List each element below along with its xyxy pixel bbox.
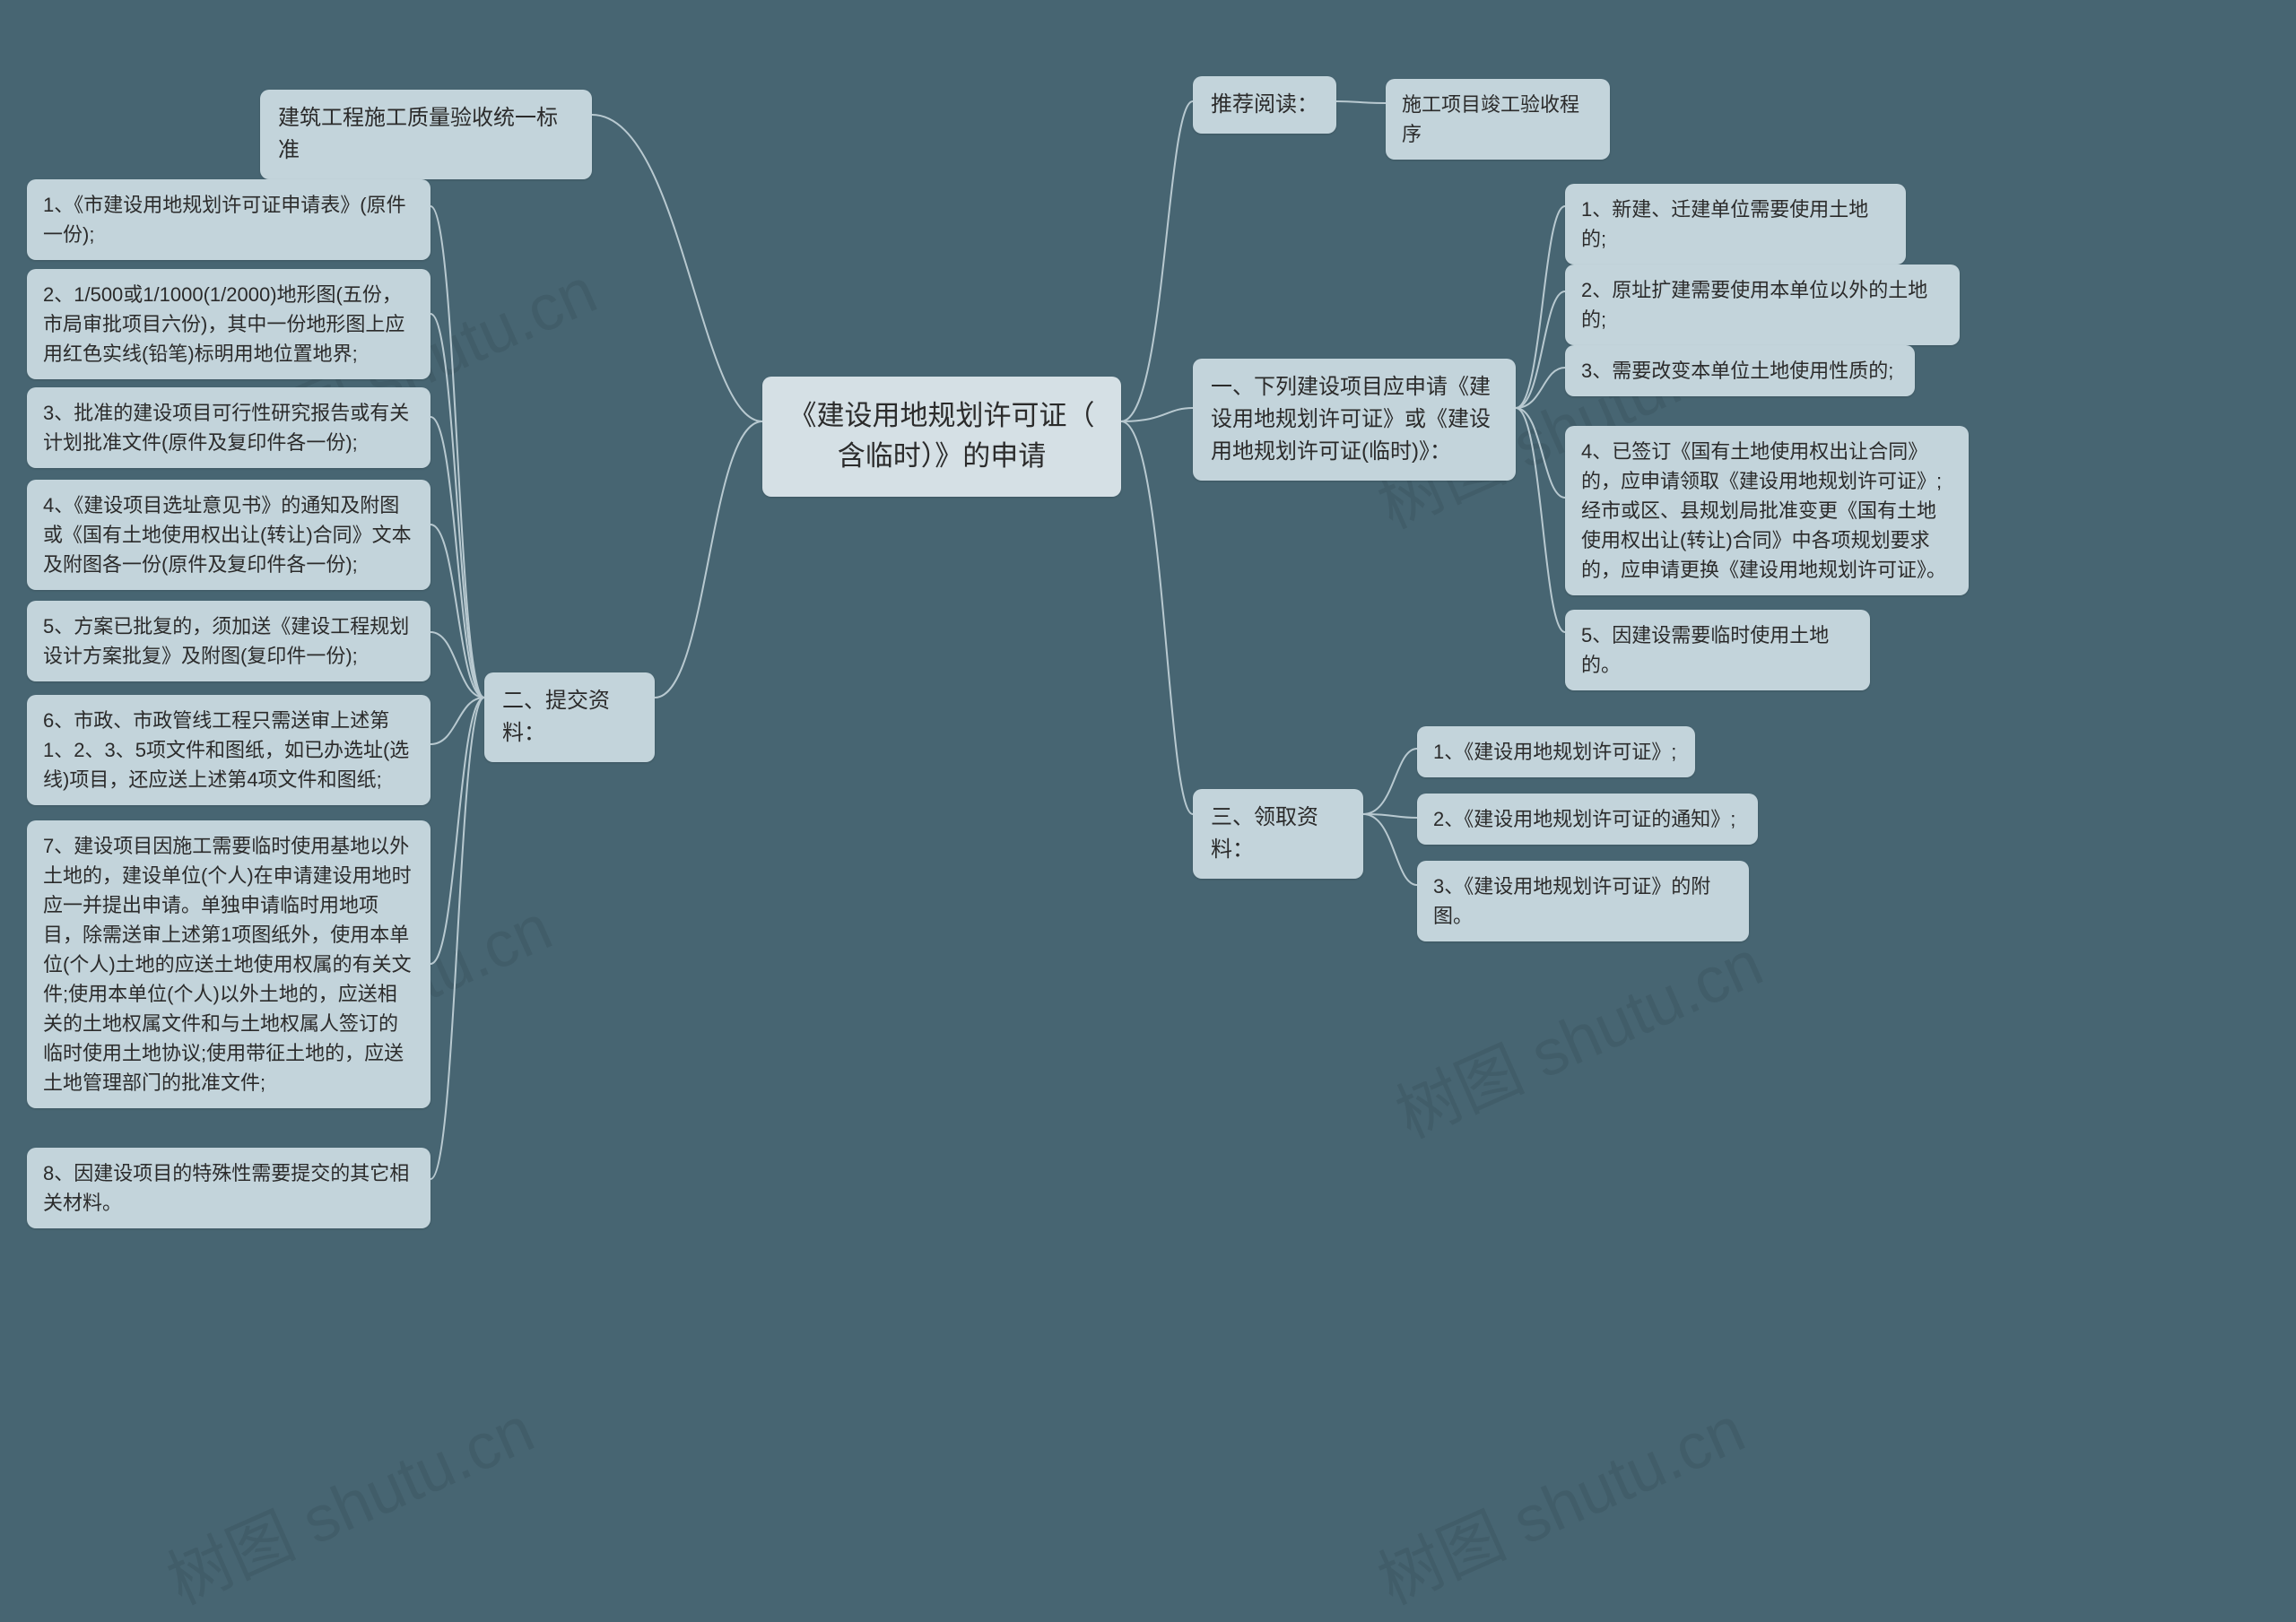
left-branch-standard: 建筑工程施工质量验收统一标准	[260, 90, 592, 179]
right-leaf-s1-3: 3、需要改变本单位土地使用性质的;	[1565, 345, 1915, 396]
right-leaf-rec-1: 施工项目竣工验收程序	[1386, 79, 1610, 160]
right-branch-section1: 一、下列建设项目应申请《建设用地规划许可证》或《建设用地规划许可证(临时)》：	[1193, 359, 1516, 481]
left-leaf-5: 5、方案已批复的，须加送《建设工程规划设计方案批复》及附图(复印件一份);	[27, 601, 430, 681]
left-leaf-3: 3、批准的建设项目可行性研究报告或有关计划批准文件(原件及复印件各一份);	[27, 387, 430, 468]
left-leaf-4: 4、《建设项目选址意见书》的通知及附图或《国有土地使用权出让(转让)合同》文本及…	[27, 480, 430, 590]
left-leaf-7: 7、建设项目因施工需要临时使用基地以外土地的，建设单位(个人)在申请建设用地时应…	[27, 820, 430, 1108]
left-branch-submit: 二、提交资料：	[484, 672, 655, 762]
right-leaf-s1-5: 5、因建设需要临时使用土地的。	[1565, 610, 1870, 690]
left-leaf-2: 2、1/500或1/1000(1/2000)地形图(五份，市局审批项目六份)，其…	[27, 269, 430, 379]
right-leaf-s3-2: 2、《建设用地规划许可证的通知》;	[1417, 794, 1758, 845]
right-leaf-s3-3: 3、《建设用地规划许可证》的附图。	[1417, 861, 1749, 941]
right-branch-section3: 三、领取资料：	[1193, 789, 1363, 879]
left-leaf-8: 8、因建设项目的特殊性需要提交的其它相关材料。	[27, 1148, 430, 1228]
watermark: 树图 shutu.cn	[1361, 1377, 1757, 1622]
right-leaf-s1-1: 1、新建、迁建单位需要使用土地的;	[1565, 184, 1906, 265]
watermark: 树图 shutu.cn	[151, 1377, 546, 1622]
right-branch-recommend: 推荐阅读：	[1193, 76, 1336, 134]
left-leaf-6: 6、市政、市政管线工程只需送审上述第1、2、3、5项文件和图纸，如已办选址(选线…	[27, 695, 430, 805]
root-node: 《建设用地规划许可证（ 含临时）》的申请	[762, 377, 1121, 497]
right-leaf-s3-1: 1、《建设用地规划许可证》;	[1417, 726, 1695, 777]
right-leaf-s1-2: 2、原址扩建需要使用本单位以外的土地的;	[1565, 265, 1960, 345]
left-leaf-1: 1、《市建设用地规划许可证申请表》(原件一份);	[27, 179, 430, 260]
watermark: 树图 shutu.cn	[1379, 911, 1775, 1156]
right-leaf-s1-4: 4、已签订《国有土地使用权出让合同》的，应申请领取《建设用地规划许可证》;经市或…	[1565, 426, 1969, 595]
